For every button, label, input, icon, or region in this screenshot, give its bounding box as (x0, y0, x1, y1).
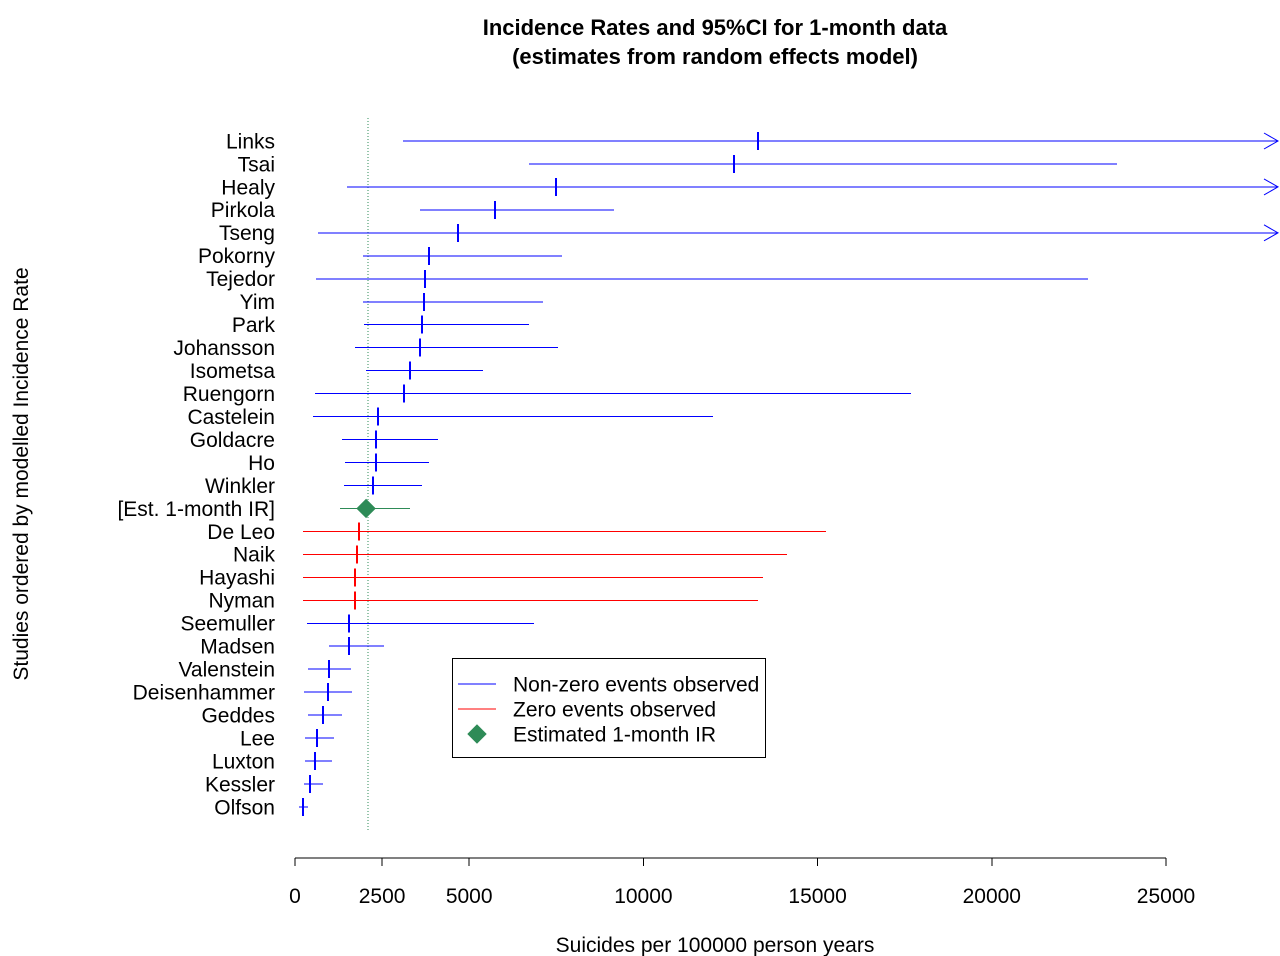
study-row: Park (232, 314, 530, 337)
study-label: Lee (240, 727, 275, 750)
study-row: De Leo (207, 521, 826, 544)
study-row: Olfson (214, 796, 308, 819)
study-label: Luxton (212, 750, 275, 773)
study-rows: LinksTsaiHealyPirkolaTsengPokornyTejedor… (117, 130, 1280, 819)
study-label: Madsen (200, 636, 275, 659)
study-label: Olfson (214, 796, 275, 819)
study-label: Naik (233, 544, 276, 567)
study-label: Hayashi (199, 567, 275, 590)
x-tick-label: 15000 (788, 885, 846, 908)
legend-item: Zero events observed (458, 698, 716, 721)
legend-item: Non-zero events observed (458, 673, 759, 696)
study-label: Valenstein (178, 659, 275, 682)
study-label: Pokorny (198, 245, 276, 268)
study-label: [Est. 1-month IR] (117, 498, 275, 521)
study-label: Nyman (208, 590, 275, 613)
study-row: Luxton (212, 750, 332, 773)
y-axis-title: Studies ordered by modelled Incidence Ra… (10, 267, 33, 680)
study-label: De Leo (207, 521, 275, 544)
study-row: Deisenhammer (133, 682, 353, 705)
chart-title: Incidence Rates and 95%CI for 1-month da… (483, 15, 948, 40)
x-tick-label: 25000 (1137, 885, 1195, 908)
study-row: Lee (240, 727, 335, 750)
legend-diamond-icon (467, 724, 487, 744)
study-label: Geddes (201, 704, 275, 727)
study-row: Pirkola (211, 199, 615, 222)
study-label: Seemuller (180, 613, 275, 636)
study-label: Winkler (205, 475, 275, 498)
study-row: Geddes (201, 704, 343, 727)
study-row: Winkler (205, 475, 423, 498)
ci-arrowhead (1263, 178, 1280, 196)
study-row: Yim (240, 291, 544, 314)
study-label: Tejedor (206, 268, 275, 291)
study-row: [Est. 1-month IR] (117, 498, 410, 521)
study-label: Isometsa (190, 360, 276, 383)
study-row: Healy (221, 176, 1280, 199)
legend-item: Estimated 1-month IR (467, 723, 716, 746)
study-label: Pirkola (211, 199, 276, 222)
study-label: Links (226, 130, 275, 153)
study-row: Links (226, 130, 1280, 153)
study-row: Johansson (173, 337, 559, 360)
study-label: Deisenhammer (133, 682, 275, 705)
x-tick-label: 2500 (359, 885, 406, 908)
study-label: Goldacre (190, 429, 275, 452)
x-axis-title: Suicides per 100000 person years (556, 934, 875, 956)
estimate-diamond (356, 498, 376, 519)
x-tick-label: 10000 (614, 885, 672, 908)
legend-label: Estimated 1-month IR (513, 723, 716, 746)
x-tick-label: 0 (289, 885, 301, 908)
x-axis: 0 2500 5000 10000 15000 20000 25000 (289, 857, 1195, 908)
study-row: Tsai (238, 153, 1117, 176)
study-label: Ho (248, 452, 275, 475)
study-row: Pokorny (198, 245, 562, 268)
x-tick-label: 20000 (963, 885, 1021, 908)
ci-arrowhead (1263, 224, 1280, 242)
study-row: Tseng (219, 222, 1280, 245)
chart-subtitle: (estimates from random effects model) (512, 44, 918, 69)
legend-label: Zero events observed (513, 698, 716, 721)
ci-arrowhead (1263, 132, 1280, 150)
study-row: Nyman (208, 590, 759, 613)
study-row: Seemuller (180, 613, 535, 636)
study-row: Ruengorn (183, 383, 911, 406)
study-label: Johansson (173, 337, 275, 360)
study-row: Castelein (187, 406, 714, 429)
study-row: Isometsa (190, 360, 484, 383)
study-label: Yim (240, 291, 275, 314)
study-label: Park (232, 314, 276, 337)
study-row: Naik (233, 544, 787, 567)
study-row: Goldacre (190, 429, 438, 452)
study-row: Hayashi (199, 567, 763, 590)
study-label: Tseng (219, 222, 275, 245)
legend-box (452, 658, 766, 758)
study-label: Tsai (238, 153, 275, 176)
study-row: Kessler (205, 773, 323, 796)
study-row: Madsen (200, 636, 385, 659)
x-tick-label: 5000 (446, 885, 493, 908)
study-row: Ho (248, 452, 430, 475)
study-label: Castelein (187, 406, 275, 429)
study-row: Tejedor (206, 268, 1088, 291)
study-label: Ruengorn (183, 383, 275, 406)
study-label: Kessler (205, 773, 275, 796)
study-row: Valenstein (178, 659, 352, 682)
legend-label: Non-zero events observed (513, 673, 759, 696)
study-label: Healy (221, 176, 275, 199)
